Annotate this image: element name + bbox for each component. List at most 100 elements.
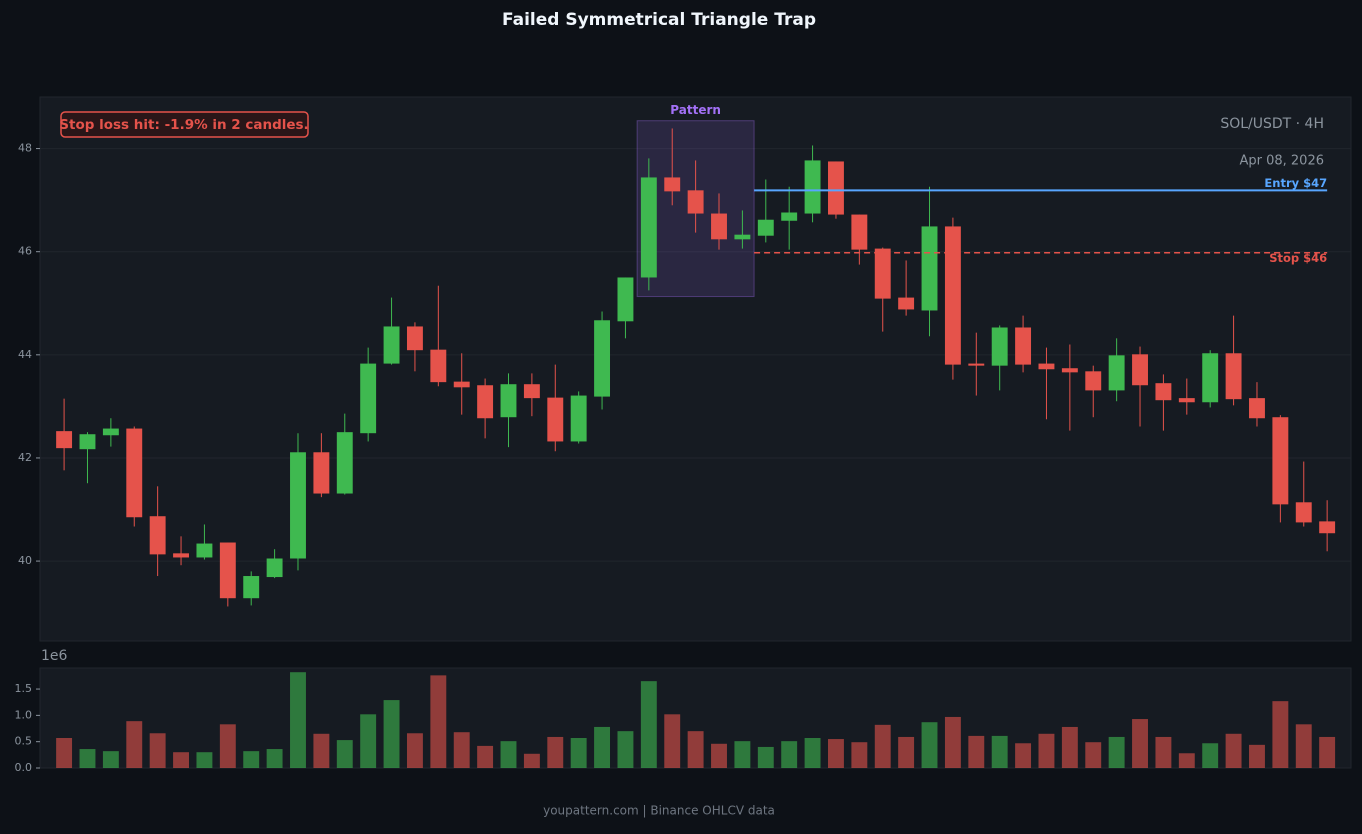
volume-y-tick-label: 1.0 — [15, 708, 33, 721]
volume-y-tick-label: 0.0 — [15, 761, 33, 774]
volume-bar — [102, 751, 119, 768]
volume-bar — [477, 745, 494, 768]
volume-bar — [687, 731, 704, 768]
volume-bar — [570, 738, 587, 768]
volume-bar — [1202, 743, 1219, 768]
volume-y-tick-label: 0.5 — [15, 735, 33, 748]
candle-body — [266, 558, 283, 578]
y-tick-label: 46 — [18, 245, 32, 258]
volume-bar — [991, 735, 1008, 768]
candle-body — [1085, 371, 1102, 391]
candle-body — [757, 219, 774, 236]
volume-bar — [1249, 744, 1265, 768]
volume-bar — [126, 721, 143, 768]
candle-body — [734, 234, 751, 240]
candle-body — [1015, 327, 1032, 365]
candle-body — [102, 428, 119, 436]
volume-bar — [1108, 736, 1125, 768]
candle-body — [1319, 521, 1336, 534]
candle-body — [243, 576, 260, 599]
candle-body — [1272, 417, 1289, 505]
candle-body — [804, 160, 821, 214]
candle-body — [1295, 502, 1312, 523]
candle-body — [711, 213, 727, 240]
volume-bar — [804, 738, 821, 768]
volume-bar — [1155, 736, 1172, 768]
annotation: Stop loss hit: -1.9% in 2 candles. — [59, 117, 308, 133]
candle-body — [851, 214, 868, 250]
footer: youpattern.com | Binance OHLCV data — [543, 804, 775, 818]
candle-body — [1132, 354, 1148, 386]
volume-bar — [313, 733, 330, 768]
volume-bar — [406, 733, 423, 768]
candle-body — [477, 385, 494, 419]
volume-bar — [711, 743, 727, 768]
volume-bar — [383, 700, 400, 768]
candle-body — [547, 397, 564, 442]
volume-bar — [874, 724, 891, 768]
candle-body — [640, 177, 657, 278]
pattern-label: Pattern — [670, 103, 721, 117]
candle-body — [79, 434, 96, 450]
candle-body — [968, 363, 985, 366]
volume-bar — [79, 749, 96, 768]
candle-body — [828, 161, 844, 215]
volume-bar — [1038, 733, 1055, 768]
volume-bar — [1015, 743, 1032, 768]
candle-body — [126, 428, 143, 518]
volume-bar — [898, 736, 915, 768]
volume-bar — [336, 740, 353, 768]
volume-bar — [196, 752, 213, 768]
candle-body — [617, 277, 634, 322]
candle-body — [991, 327, 1008, 366]
candle-body — [360, 363, 377, 434]
volume-bar — [1295, 724, 1312, 768]
candle-body — [173, 553, 189, 558]
volume-bar — [781, 741, 798, 768]
candle-body — [1108, 355, 1125, 391]
candle-body — [196, 543, 213, 558]
candle-body — [1038, 363, 1055, 370]
candle-body — [1249, 398, 1265, 419]
volume-bar — [1178, 753, 1195, 768]
volume-bar — [1061, 726, 1078, 768]
candle-body — [1155, 383, 1172, 401]
volume-bar — [851, 742, 868, 768]
candle-body — [500, 384, 517, 418]
annotation-box — [60, 111, 309, 138]
candle-body — [944, 226, 961, 365]
volume-bar — [921, 722, 938, 768]
volume-bar — [968, 735, 985, 768]
candle-body — [1061, 368, 1078, 373]
volume-bar — [828, 739, 844, 768]
candle-body — [921, 226, 938, 311]
candle-body — [1225, 353, 1242, 400]
volume-bar — [430, 675, 447, 768]
volume-bar — [149, 733, 166, 768]
volume-bar — [594, 726, 611, 768]
y-tick-label: 42 — [18, 451, 32, 464]
candle-body — [290, 452, 306, 559]
volume-bar — [664, 714, 681, 768]
candle-body — [336, 432, 353, 494]
volume-bar — [757, 746, 774, 768]
candle-body — [898, 297, 915, 310]
symbol-label: SOL/USDT · 4H — [1220, 116, 1324, 132]
y-tick-label: 40 — [18, 554, 32, 567]
candle-body — [781, 212, 798, 221]
volume-bar — [173, 752, 189, 768]
candle-body — [1178, 398, 1195, 403]
volume-bar — [617, 731, 634, 768]
candle-body — [1202, 353, 1219, 403]
entry-label: Entry $47 — [1264, 176, 1327, 190]
y-tick-label: 44 — [18, 348, 32, 361]
volume-bar — [523, 753, 540, 768]
candle-body — [313, 452, 330, 494]
volume-bar — [500, 741, 517, 768]
candle-body — [149, 516, 166, 555]
candle-body — [430, 349, 447, 383]
volume-bar — [547, 736, 564, 768]
volume-bar — [243, 751, 260, 768]
volume-bar — [734, 741, 751, 768]
